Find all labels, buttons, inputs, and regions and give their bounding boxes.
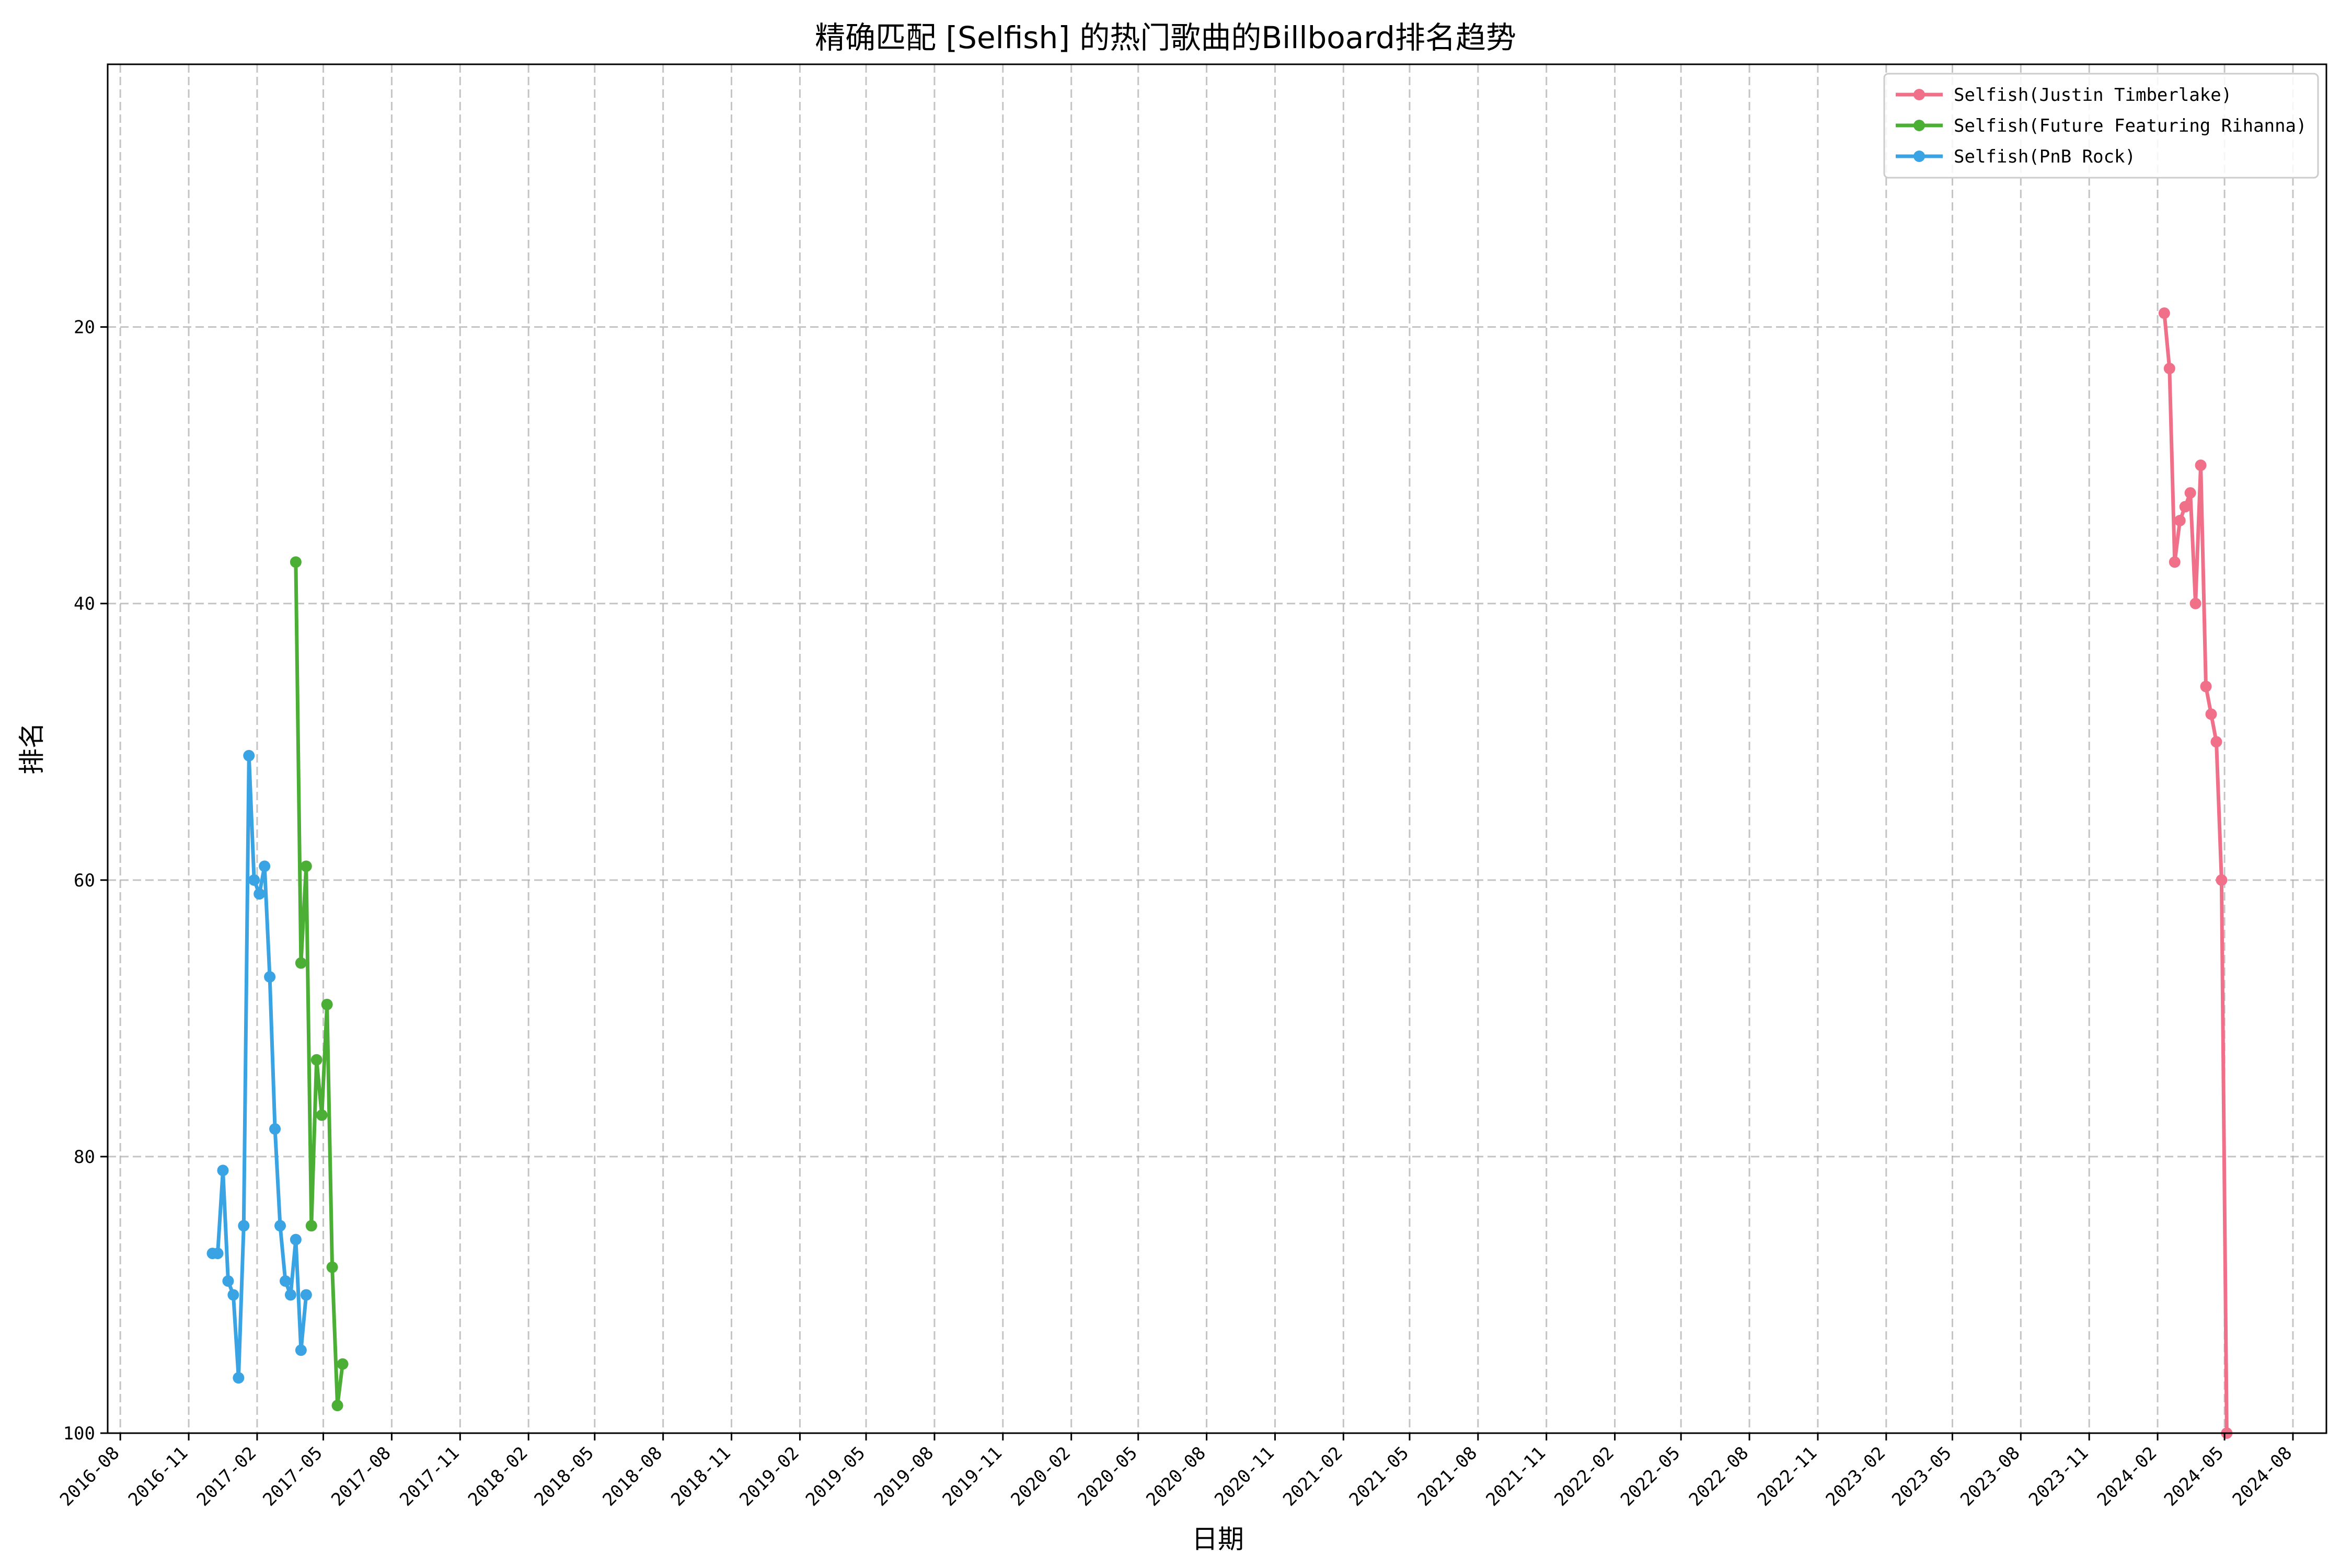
legend-marker bbox=[1913, 89, 1925, 100]
data-point bbox=[2179, 501, 2191, 513]
data-point bbox=[305, 1220, 317, 1232]
data-point bbox=[2200, 681, 2212, 693]
data-point bbox=[300, 1289, 312, 1301]
legend-box bbox=[1883, 73, 2319, 179]
y-tick-label: 80 bbox=[74, 1147, 95, 1168]
data-point bbox=[2174, 515, 2186, 526]
data-point bbox=[248, 874, 260, 886]
data-point bbox=[2210, 736, 2222, 748]
legend: Selfish(Justin Timberlake) Selfish(Future… bbox=[1883, 73, 2319, 179]
legend-marker bbox=[1913, 120, 1925, 131]
data-point bbox=[259, 860, 271, 872]
data-point bbox=[2169, 556, 2181, 568]
series-2 bbox=[206, 750, 312, 1384]
y-tick-label: 40 bbox=[74, 594, 95, 615]
y-tick-label: 60 bbox=[74, 870, 95, 891]
data-point bbox=[227, 1289, 239, 1301]
data-point bbox=[310, 1054, 322, 1066]
data-point bbox=[2205, 708, 2217, 720]
data-point bbox=[222, 1275, 234, 1287]
data-point bbox=[300, 860, 312, 872]
data-point bbox=[337, 1358, 349, 1370]
legend-label: Selfish(PnB Rock) bbox=[1954, 146, 2136, 167]
data-point bbox=[238, 1220, 250, 1232]
data-point bbox=[243, 750, 255, 762]
y-axis-ticks: 20 40 60 80 100 bbox=[63, 317, 108, 1444]
data-point bbox=[290, 556, 302, 568]
legend-label: Selfish(Justin Timberlake) bbox=[1954, 85, 2232, 106]
data-point bbox=[269, 1123, 281, 1135]
data-point bbox=[2195, 459, 2207, 471]
legend-item: Selfish(PnB Rock) bbox=[1896, 146, 2136, 167]
legend-marker bbox=[1913, 151, 1925, 162]
data-point bbox=[321, 998, 333, 1010]
series-line bbox=[294, 562, 344, 1408]
grid-layer bbox=[108, 64, 2326, 1434]
data-point bbox=[284, 1289, 296, 1301]
x-axis-label: 日期 bbox=[1192, 1524, 1244, 1554]
data-point bbox=[2158, 307, 2170, 319]
data-point bbox=[217, 1165, 229, 1177]
data-point bbox=[295, 957, 307, 969]
y-tick-label: 20 bbox=[74, 317, 95, 338]
data-point bbox=[326, 1261, 338, 1273]
legend-item: Selfish(Justin Timberlake) bbox=[1896, 85, 2232, 106]
data-point bbox=[2163, 363, 2175, 374]
chart-title: 精确匹配 [Selfish] 的热门歌曲的Billboard排名趋势 bbox=[815, 20, 1516, 55]
data-point bbox=[2189, 597, 2201, 609]
data-point bbox=[331, 1400, 343, 1412]
data-point bbox=[212, 1248, 224, 1260]
data-point bbox=[316, 1109, 328, 1121]
y-axis-label: 排名 bbox=[17, 722, 47, 775]
data-point bbox=[279, 1275, 291, 1287]
data-point bbox=[233, 1372, 245, 1384]
series-layer bbox=[206, 307, 2233, 1439]
data-point bbox=[2216, 874, 2228, 886]
data-point bbox=[274, 1220, 286, 1232]
legend-item: Selfish(Future Featuring Rihanna) bbox=[1896, 116, 2307, 136]
plot-frame bbox=[107, 63, 2327, 1434]
data-point bbox=[264, 971, 276, 983]
series-1 bbox=[290, 556, 349, 1412]
data-point bbox=[253, 888, 266, 900]
data-point bbox=[295, 1344, 307, 1356]
legend-label: Selfish(Future Featuring Rihanna) bbox=[1954, 116, 2307, 136]
data-point bbox=[290, 1233, 302, 1246]
series-0 bbox=[2158, 307, 2233, 1439]
data-point bbox=[2184, 487, 2196, 499]
y-tick-label: 100 bbox=[63, 1423, 95, 1444]
